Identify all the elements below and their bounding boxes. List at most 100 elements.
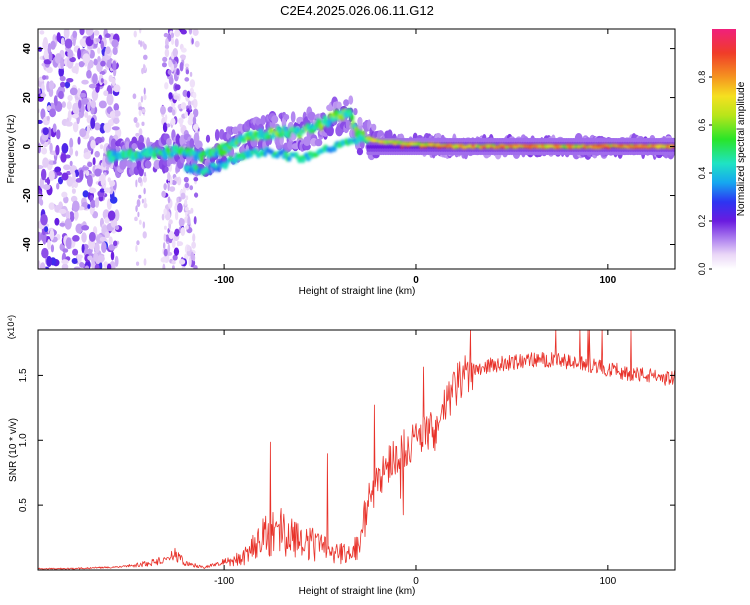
heatmap-noise-cell (88, 59, 94, 69)
heatmap-noise-cell (40, 108, 46, 120)
heatmap-noise-cell (171, 109, 176, 116)
heatmap-noise-cell (44, 226, 49, 233)
heatmap-halo-cell (283, 114, 290, 121)
heatmap-noise-cell (106, 165, 110, 171)
heatmap-noise-cell (54, 53, 63, 64)
heatmap-noise-cell (108, 236, 113, 246)
heatmap-peak-cell (600, 144, 604, 148)
heatmap-noise-cell (166, 123, 171, 128)
heatmap-noise-cell (163, 233, 167, 242)
heatmap-peak-cell (441, 144, 445, 148)
heatmap-noise-cell (62, 248, 69, 253)
heatmap-noise-cell (143, 187, 146, 195)
heatmap-halo-cell (353, 107, 358, 116)
heatmap-noise-cell (64, 38, 73, 49)
heatmap-noise-cell (173, 95, 180, 100)
heatmap-x-tick-label: 0 (413, 275, 419, 286)
heatmap-noise-cell (99, 236, 107, 242)
heatmap-halo-cell (189, 138, 195, 149)
heatmap-noise-cell (56, 171, 63, 176)
heatmap-noise-cell (83, 152, 91, 160)
heatmap-noise-cell (184, 198, 188, 206)
heatmap-noise-cell (135, 179, 138, 188)
heatmap-ridge-cell (214, 151, 219, 159)
heatmap-noise-cell (71, 113, 80, 119)
heatmap-noise-cell (191, 37, 194, 45)
heatmap-peak-cell (514, 144, 519, 148)
heatmap-noise-cell (79, 262, 85, 268)
heatmap-y-tick-label: 40 (22, 43, 33, 55)
heatmap-noise-cell (104, 217, 110, 224)
heatmap-peak-cell (523, 144, 527, 148)
heatmap-noise-cell (38, 231, 42, 243)
heatmap-noise-cell (192, 98, 198, 109)
heatmap-ridge-cell (207, 169, 213, 175)
heatmap-ridge-cell (224, 142, 230, 147)
heatmap-noise-cell (138, 219, 142, 225)
heatmap-noise-cell (114, 209, 120, 222)
heatmap-noise-cell (178, 218, 185, 227)
heatmap-ridge-cell (266, 134, 272, 140)
heatmap-halo-cell (326, 125, 334, 137)
heatmap-noise-cell (184, 63, 190, 68)
colorbar-label: Normalized spectral amplitude (736, 81, 747, 216)
heatmap-noise-cell (75, 150, 79, 157)
heatmap-peak-cell (553, 144, 558, 147)
heatmap-noise-cell (39, 262, 46, 269)
heatmap-noise-cell (108, 244, 116, 251)
heatmap-noise-cell (71, 258, 78, 265)
heatmap-noise-cell (133, 30, 137, 38)
heatmap-noise-cell (61, 101, 66, 108)
snr-x-ticks: -100 0 100 (214, 330, 617, 587)
heatmap-noise-cell (186, 244, 191, 252)
heatmap-noise-cell (72, 234, 80, 242)
heatmap-ridge-cell (162, 152, 169, 160)
heatmap-halo-cell (290, 111, 296, 123)
heatmap-noise-cell (141, 108, 146, 113)
heatmap-peak-cell (489, 145, 494, 149)
heatmap-noise-cell (104, 33, 111, 38)
heatmap-noise-cell (192, 91, 197, 99)
heatmap-noise-cell (191, 241, 196, 249)
heatmap-noise-cell (189, 104, 192, 111)
heatmap-noise-cell (105, 46, 111, 55)
heatmap-noise-cell (61, 191, 68, 198)
heatmap-ridge-cell (360, 130, 365, 137)
heatmap-noise-cell (106, 93, 114, 106)
heatmap-noise-cell (88, 187, 97, 194)
heatmap-ridge-cell (210, 162, 217, 168)
heatmap-noise-cell (86, 174, 93, 187)
heatmap-noise-cell (180, 102, 187, 110)
heatmap-noise-cell (54, 217, 60, 226)
heatmap-noise-cell (61, 143, 69, 154)
heatmap-noise-cell (72, 121, 79, 133)
heatmap-peak-cell (400, 145, 405, 149)
heatmap-noise-cell (87, 161, 93, 168)
heatmap-noise-cell (73, 210, 79, 220)
heatmap-noise-cell (137, 211, 140, 218)
heatmap-noise-cell (140, 95, 144, 103)
heatmap-noise-cell (182, 89, 188, 98)
heatmap-noise-cell (61, 263, 69, 269)
heatmap-noise-cell (88, 231, 96, 242)
heatmap-noise-cell (179, 54, 187, 60)
heatmap-noise-cell (53, 160, 57, 165)
heatmap-ridge-cell (221, 149, 228, 155)
heatmap-noise-cell (106, 263, 112, 269)
heatmap-noise-cell (59, 75, 66, 82)
heatmap-noise-cell (79, 92, 87, 98)
heatmap-noise-cell (58, 208, 67, 214)
heatmap-noise-cell (163, 183, 167, 191)
heatmap-noise-cell (107, 177, 111, 183)
heatmap-noise-cell (38, 119, 43, 124)
heatmap-noise-cell (113, 110, 121, 117)
heatmap-noise-cell (167, 69, 172, 75)
heatmap-noise-cell (138, 109, 142, 117)
heatmap-noise-cell (191, 100, 194, 106)
heatmap-noise-cell (114, 255, 119, 267)
heatmap-halo-cell (357, 116, 363, 127)
heatmap-noise-cell (111, 126, 120, 131)
heatmap-noise-cell (109, 111, 116, 118)
colorbar-tick-label: 0.2 (697, 215, 707, 228)
